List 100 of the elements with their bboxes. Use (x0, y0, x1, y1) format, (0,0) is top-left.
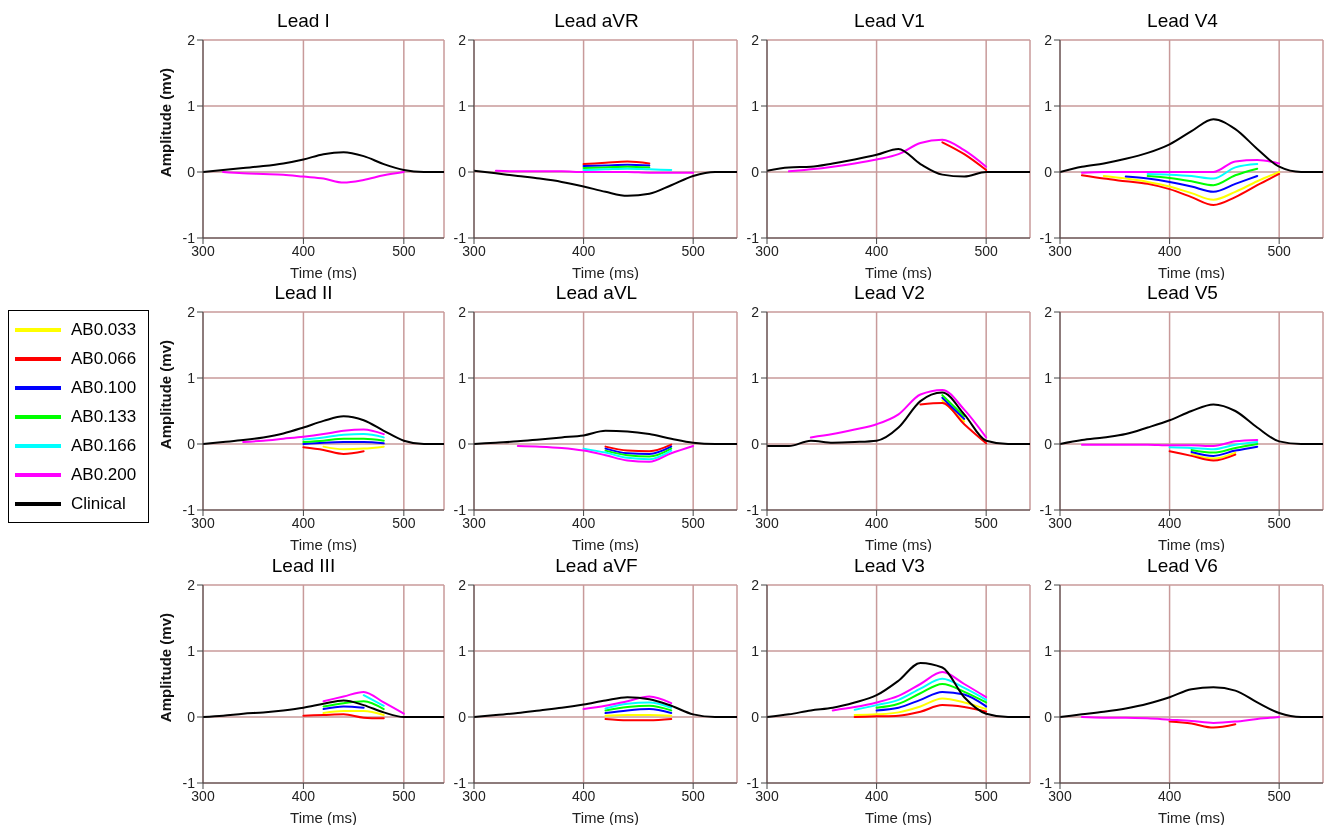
chart-title: Lead aVL (555, 282, 638, 304)
y-tick-label: 1 (751, 97, 760, 114)
x-tick-label: 500 (392, 515, 416, 532)
y-tick-label: 2 (751, 31, 760, 48)
y-axis-title: Amplitude (mv) (157, 340, 175, 450)
line-series (1080, 159, 1281, 174)
chart-title: Lead aVR (554, 10, 639, 31)
x-tick-label: 400 (291, 515, 316, 532)
x-tick-label: 400 (864, 242, 889, 259)
x-tick-label: 500 (974, 787, 999, 804)
x-tick-label: 400 (1157, 787, 1182, 804)
y-tick-label: 0 (187, 163, 196, 180)
line-series (1124, 174, 1259, 193)
line-series (875, 690, 988, 712)
y-tick-label: 0 (751, 436, 760, 453)
x-tick-label: 400 (291, 242, 316, 259)
line-series (853, 703, 988, 718)
x-tick-label: 400 (864, 515, 889, 532)
line-series (1146, 163, 1259, 180)
y-tick-label: 0 (187, 708, 196, 725)
x-tick-label: 400 (571, 515, 596, 532)
y-tick-label: 1 (187, 97, 196, 114)
legend-label: AB0.033 (71, 319, 137, 340)
y-tick-label: 2 (458, 31, 467, 48)
y-tick-label: 1 (187, 642, 196, 659)
y-tick-label: 0 (458, 708, 467, 725)
line-series (1060, 118, 1323, 173)
line-series (322, 690, 405, 715)
line-series (203, 151, 444, 173)
y-tick-label: 1 (187, 370, 196, 387)
x-tick-label: 500 (392, 242, 416, 259)
line-series (222, 171, 405, 184)
y-axis-title: Amplitude (mv) (157, 612, 175, 722)
y-tick-label: 1 (1044, 370, 1053, 387)
line-series (302, 446, 365, 456)
y-tick-label: 0 (458, 163, 467, 180)
x-tick-label: 400 (1157, 242, 1182, 259)
x-tick-label: 500 (974, 242, 999, 259)
line-series (767, 391, 1030, 448)
line-series (1102, 171, 1281, 201)
line-series (1060, 403, 1323, 446)
line-series (203, 699, 444, 718)
x-tick-label: 500 (1267, 515, 1292, 532)
chart-title: Lead V5 (1147, 282, 1218, 304)
y-tick-label: 0 (458, 436, 467, 453)
y-tick-label: 2 (751, 576, 760, 593)
y-tick-label: 1 (751, 642, 760, 659)
line-series (787, 138, 988, 173)
y-tick-label: 1 (1044, 97, 1053, 114)
line-series (809, 389, 988, 439)
y-tick-label: 2 (1044, 576, 1053, 593)
line-series (919, 402, 988, 445)
y-tick-label: 1 (458, 642, 467, 659)
y-tick-label: 2 (187, 31, 196, 48)
y-tick-label: 0 (1044, 436, 1053, 453)
line-series (582, 695, 673, 710)
line-series (474, 169, 737, 197)
legend-label: AB0.133 (71, 406, 137, 427)
y-tick-label: 1 (1044, 642, 1053, 659)
line-series (767, 147, 1030, 178)
y-tick-label: 2 (187, 576, 196, 593)
line-series (516, 445, 695, 464)
chart-title: Lead V2 (854, 282, 925, 304)
x-tick-label: 400 (291, 787, 316, 804)
chart-title: Lead V6 (1147, 554, 1218, 576)
x-tick-label: 500 (681, 787, 706, 804)
x-tick-label: 500 (392, 787, 416, 804)
line-series (582, 447, 673, 461)
line-series (1190, 445, 1259, 458)
legend-label: AB0.066 (71, 348, 137, 369)
line-series (853, 677, 988, 711)
line-series (474, 695, 737, 718)
y-tick-label: 0 (1044, 163, 1053, 180)
line-series (474, 430, 737, 446)
y-axis-title: Amplitude (mv) (157, 68, 175, 178)
chart-title: Lead V3 (854, 554, 925, 576)
chart-title: Lead II (274, 282, 333, 304)
x-tick-label: 400 (864, 787, 889, 804)
y-tick-label: 0 (1044, 708, 1053, 725)
line-series (767, 661, 1030, 718)
legend-label: AB0.200 (71, 464, 137, 485)
y-tick-label: 0 (751, 708, 760, 725)
y-tick-label: 2 (458, 576, 467, 593)
y-tick-label: 2 (1044, 31, 1053, 48)
chart-title: Lead III (271, 554, 336, 576)
chart-title: Lead aVF (555, 554, 638, 576)
y-tick-label: 2 (1044, 304, 1053, 321)
chart-title: Lead I (277, 10, 330, 31)
x-tick-label: 400 (571, 787, 596, 804)
line-series (242, 428, 385, 444)
y-tick-label: 1 (751, 370, 760, 387)
x-tick-label: 500 (974, 515, 999, 532)
line-series (853, 697, 988, 716)
x-tick-label: 500 (681, 515, 706, 532)
chart-title: Lead V4 (1147, 10, 1218, 31)
y-tick-label: 0 (187, 436, 196, 453)
line-series (1146, 167, 1259, 187)
line-series (1190, 443, 1259, 454)
y-tick-label: 1 (458, 370, 467, 387)
line-series (203, 415, 444, 446)
